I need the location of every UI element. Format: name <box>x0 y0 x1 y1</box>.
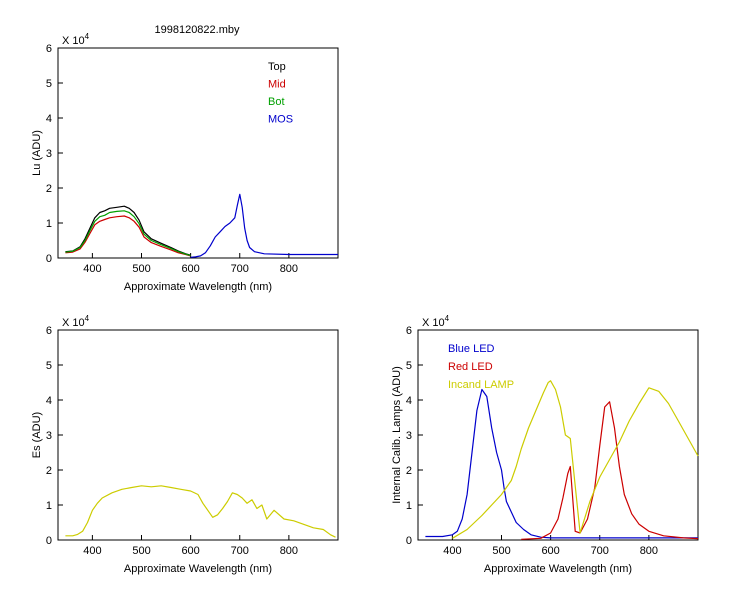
lu-y-tick-label: 0 <box>46 253 52 265</box>
calib-exponent: X 104 <box>422 314 450 329</box>
es-x-tick-label: 600 <box>181 545 199 557</box>
lu-x-axis-label: Approximate Wavelength (nm) <box>124 281 272 293</box>
es-x-tick-label: 800 <box>280 545 298 557</box>
es-y-tick-label: 1 <box>46 500 52 512</box>
lu-series <box>65 193 338 258</box>
lu-x-tick-label: 600 <box>181 263 199 275</box>
calib-y-tick-label: 2 <box>406 465 412 477</box>
es-y-tick-label: 4 <box>46 395 52 407</box>
lu-x-tick-label: 500 <box>132 263 150 275</box>
lu-y-tick-label: 3 <box>46 148 52 160</box>
calib-chart: X 104 400 500 600 700 800 0 1 2 3 4 5 6 Blue LED Red… <box>391 314 699 575</box>
calib-series <box>425 380 699 540</box>
calib-y-tick-label: 4 <box>406 395 412 407</box>
lu-y-tick-label: 1 <box>46 218 52 230</box>
lu-y-tick-label: 2 <box>46 183 52 195</box>
calib-x-axis-label: Approximate Wavelength (nm) <box>484 563 632 575</box>
lu-y-tick-label: 4 <box>46 113 52 125</box>
es-x-axis-label: Approximate Wavelength (nm) <box>124 563 272 575</box>
lu-y-tick-label: 5 <box>46 78 52 90</box>
calib-x-tick-label: 600 <box>541 545 559 557</box>
legend-entry-top: Top <box>268 61 286 73</box>
lu-series-top <box>65 205 191 256</box>
calib-series-red-led <box>521 401 699 540</box>
calib-series-incand-lamp <box>452 380 699 539</box>
legend-entry-red-led: Red LED <box>448 361 493 373</box>
calib-y-tick-label: 0 <box>406 535 412 547</box>
calib-y-tick-label: 5 <box>406 360 412 372</box>
calib-x-tick-label: 800 <box>640 545 658 557</box>
lu-series-bot <box>65 210 191 257</box>
calib-series-blue-led <box>425 388 698 539</box>
lu-series-mid <box>65 215 191 257</box>
es-y-tick-label: 0 <box>46 535 52 547</box>
es-y-tick-label: 2 <box>46 465 52 477</box>
lu-y-axis-label: Lu (ADU) <box>31 130 43 176</box>
legend-entry-mos: MOS <box>268 114 293 126</box>
calib-x-tick-label: 500 <box>492 545 510 557</box>
legend-entry-mid: Mid <box>268 79 286 91</box>
calib-y-tick-label: 3 <box>406 430 412 442</box>
legend-entry-bot: Bot <box>268 96 285 108</box>
figure-title: 1998120822.mby <box>154 24 240 36</box>
lu-plot-frame <box>57 47 339 259</box>
calib-y-axis-label: Internal Calib. Lamps (ADU) <box>391 366 403 504</box>
es-series <box>65 485 336 538</box>
es-y-tick-label: 5 <box>46 360 52 372</box>
lu-exponent: X 104 <box>62 32 90 47</box>
lu-x-tick-label: 400 <box>83 263 101 275</box>
legend-entry-incand-lamp: Incand LAMP <box>448 379 514 391</box>
calib-x-tick-label: 700 <box>591 545 609 557</box>
calib-x-tick-label: 400 <box>443 545 461 557</box>
lu-y-tick-label: 6 <box>46 43 52 55</box>
es-plot-frame <box>57 329 339 541</box>
es-ticks: 400 500 600 700 800 0 1 2 3 4 5 6 <box>46 325 298 557</box>
es-exponent: X 104 <box>62 314 90 329</box>
es-y-tick-label: 6 <box>46 325 52 337</box>
lu-x-tick-label: 700 <box>231 263 249 275</box>
es-chart: X 104 400 500 600 700 800 0 1 2 3 4 5 6 Approximate… <box>31 314 339 575</box>
es-x-tick-label: 400 <box>83 545 101 557</box>
calib-y-tick-label: 6 <box>406 325 412 337</box>
lu-ticks: 400 500 600 700 800 0 1 2 3 4 5 6 <box>46 43 298 275</box>
es-y-axis-label: Es (ADU) <box>31 412 43 458</box>
lu-x-tick-label: 800 <box>280 263 298 275</box>
calib-legend: Blue LED Red LED Incand LAMP <box>448 343 514 391</box>
calib-ticks: 400 500 600 700 800 0 1 2 3 4 5 6 <box>406 325 658 557</box>
es-x-tick-label: 700 <box>231 545 249 557</box>
lu-legend: Top Mid Bot MOS <box>268 61 293 126</box>
calib-y-tick-label: 1 <box>406 500 412 512</box>
es-y-tick-label: 3 <box>46 430 52 442</box>
lu-chart: X 104 400 500 600 700 800 0 1 2 3 4 5 6 Top Mid Bot MO… <box>31 32 339 293</box>
es-x-tick-label: 500 <box>132 545 150 557</box>
es-series-line <box>65 485 336 538</box>
lu-series-mos <box>190 193 338 258</box>
legend-entry-blue-led: Blue LED <box>448 343 495 355</box>
